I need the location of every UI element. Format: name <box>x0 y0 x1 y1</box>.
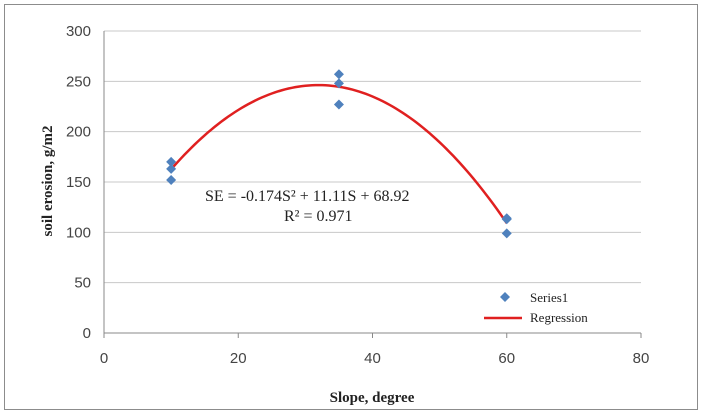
x-tick-label: 40 <box>364 350 381 367</box>
x-axis-title: Slope, degree <box>330 390 415 406</box>
data-point <box>333 99 344 110</box>
y-axis-title: soil erosion, g/m2 <box>40 126 56 237</box>
data-point <box>166 163 177 174</box>
data-point <box>333 69 344 80</box>
data-point <box>333 78 344 89</box>
legend: Series1 Regression <box>484 290 588 325</box>
chart-frame <box>4 4 698 410</box>
y-tick-label: 150 <box>66 174 91 191</box>
y-tick-label: 300 <box>66 23 91 40</box>
legend-label-regression: Regression <box>530 310 588 325</box>
y-tick-label: 100 <box>66 224 91 241</box>
y-tick-label: 50 <box>74 275 91 292</box>
x-tick-label: 20 <box>230 350 247 367</box>
legend-label-series1: Series1 <box>530 290 568 305</box>
legend-marker-series1 <box>500 292 510 302</box>
data-point <box>501 214 512 225</box>
y-tick-label: 200 <box>66 124 91 141</box>
x-tick-label: 80 <box>633 350 650 367</box>
x-tick-label: 0 <box>100 350 108 367</box>
data-point <box>166 174 177 185</box>
data-point <box>501 228 512 239</box>
data-point <box>166 156 177 167</box>
y-tick-label: 0 <box>83 325 91 342</box>
regression-equation: SE = -0.174S² + 11.11S + 68.92 <box>205 188 409 205</box>
tick-labels: 0 50 100 150 200 250 300 0 20 40 60 80 <box>66 23 649 367</box>
x-tick-label: 60 <box>498 350 515 367</box>
series <box>166 69 512 239</box>
gridlines <box>104 30 641 284</box>
r-squared: R² = 0.971 <box>284 208 353 225</box>
y-tick-label: 250 <box>66 73 91 90</box>
axes <box>103 31 642 338</box>
